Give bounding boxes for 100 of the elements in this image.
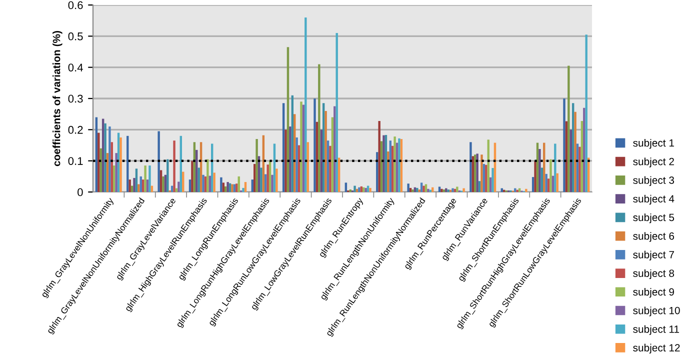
bar xyxy=(162,176,164,192)
bar xyxy=(489,177,492,192)
bar xyxy=(554,144,556,192)
legend-label: subject 1 xyxy=(633,138,674,149)
bar xyxy=(120,137,122,192)
legend-label: subject 6 xyxy=(633,232,674,242)
bar xyxy=(242,188,244,192)
bar xyxy=(126,136,129,192)
bar xyxy=(382,135,385,192)
bar xyxy=(289,126,292,192)
bar xyxy=(236,184,238,192)
y-tick-label: 0 xyxy=(78,188,83,196)
y-tick-label: 0.4 xyxy=(68,64,83,72)
bar xyxy=(568,66,570,192)
bar xyxy=(253,164,256,192)
bar xyxy=(394,136,396,192)
bar xyxy=(396,142,398,192)
bar xyxy=(173,140,176,192)
bar xyxy=(354,186,356,192)
bar xyxy=(276,168,278,192)
y-axis-title: coefficients of variation (%) xyxy=(52,31,62,166)
bar xyxy=(256,139,258,192)
bar xyxy=(273,144,276,192)
bar xyxy=(331,117,334,192)
bar xyxy=(98,132,100,192)
bar xyxy=(482,164,486,192)
y-tick-label: 0.1 xyxy=(68,157,83,165)
bar xyxy=(135,168,138,192)
bar xyxy=(314,98,316,192)
bar xyxy=(251,180,254,192)
bar xyxy=(485,164,488,192)
bar xyxy=(492,168,494,192)
bar xyxy=(424,184,428,192)
bar xyxy=(472,156,474,192)
bar xyxy=(226,182,229,192)
bar xyxy=(552,176,554,192)
bar xyxy=(456,186,458,192)
legend-label: subject 8 xyxy=(633,269,674,280)
bar xyxy=(336,33,338,192)
legend-label: subject 4 xyxy=(633,194,674,205)
bar xyxy=(264,174,267,192)
bar xyxy=(178,182,180,192)
y-tick-label: 0.5 xyxy=(68,32,83,40)
y-tick-label: 0.6 xyxy=(68,1,83,10)
bar xyxy=(378,120,380,192)
bar xyxy=(115,153,118,192)
bar xyxy=(540,168,544,192)
bar xyxy=(452,188,454,192)
bar xyxy=(220,177,222,192)
bar xyxy=(208,176,211,192)
bar xyxy=(538,148,541,192)
bar xyxy=(525,188,528,192)
bar xyxy=(102,118,104,192)
bar xyxy=(574,112,576,192)
bar xyxy=(545,174,548,192)
bar xyxy=(196,150,198,192)
bar xyxy=(543,142,546,192)
bar xyxy=(547,178,550,192)
bar xyxy=(438,186,441,192)
bar xyxy=(271,174,274,192)
bar xyxy=(304,17,307,192)
bar xyxy=(144,166,146,192)
legend-label: subject 12 xyxy=(633,344,680,354)
legend-label: subject 11 xyxy=(633,325,679,335)
bar xyxy=(140,176,142,192)
bar xyxy=(478,181,481,192)
bar xyxy=(470,142,472,192)
bar xyxy=(206,159,209,192)
bar xyxy=(133,178,136,192)
bar xyxy=(440,188,443,192)
bar xyxy=(534,160,536,192)
bar xyxy=(296,137,298,192)
bar xyxy=(462,188,465,192)
legend-label: subject 7 xyxy=(633,250,674,260)
bar xyxy=(164,174,167,192)
bar xyxy=(104,123,106,192)
bar xyxy=(238,176,240,192)
bar xyxy=(326,140,330,192)
bar xyxy=(480,154,483,192)
bar xyxy=(338,158,340,192)
bar xyxy=(188,180,192,192)
bar xyxy=(407,184,410,192)
bar xyxy=(550,159,552,192)
legend-label: subject 3 xyxy=(633,176,674,186)
bar xyxy=(260,168,262,192)
legend-label: subject 2 xyxy=(633,158,674,168)
bar xyxy=(320,130,322,192)
legend-label: subject 5 xyxy=(633,213,674,224)
bar xyxy=(182,172,184,192)
bar xyxy=(233,184,236,192)
bar xyxy=(146,180,149,192)
bar xyxy=(108,126,111,192)
bar xyxy=(572,103,574,192)
bar xyxy=(556,173,558,192)
bar xyxy=(138,184,140,192)
bar xyxy=(222,182,225,192)
bar xyxy=(266,164,269,192)
bar xyxy=(300,102,302,192)
bar xyxy=(427,188,430,192)
legend-label: subject 10 xyxy=(633,306,680,316)
